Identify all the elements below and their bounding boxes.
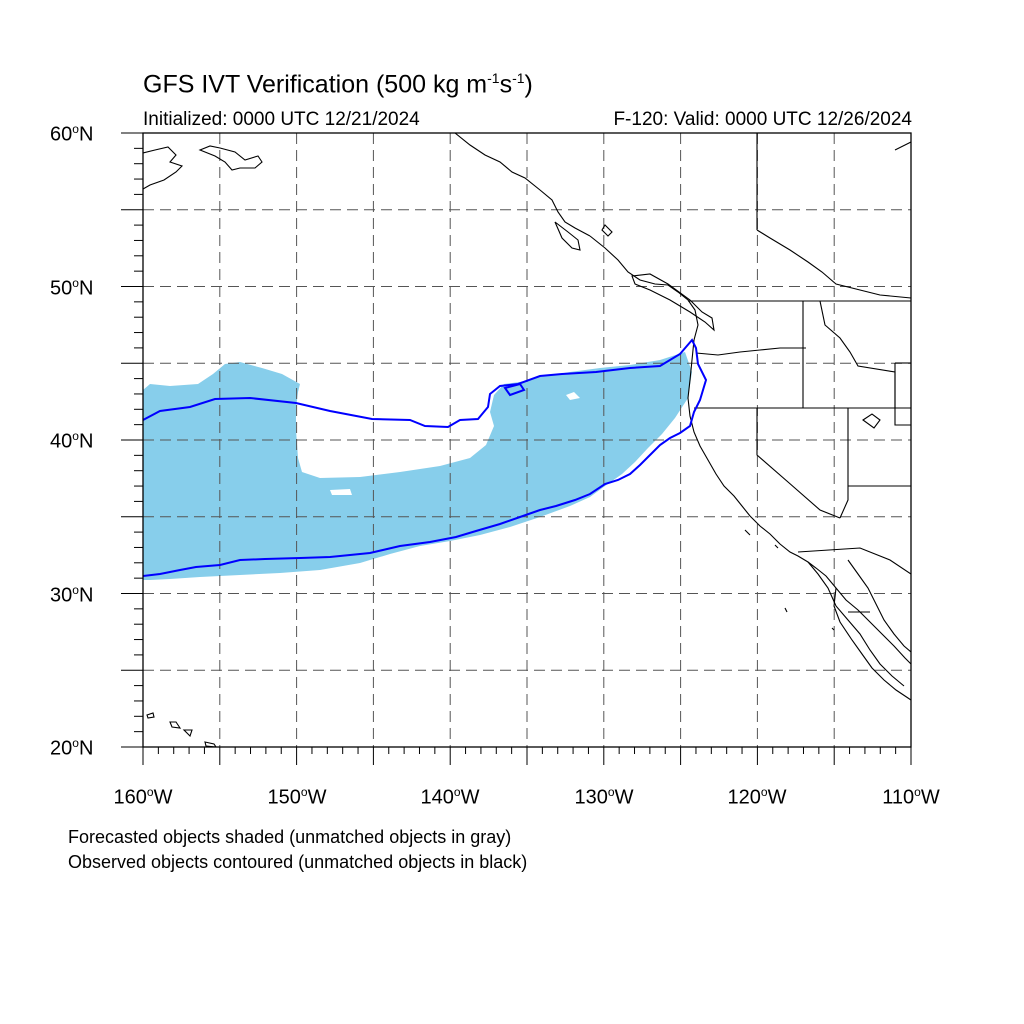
lat-label-30: 30oN: [50, 583, 94, 607]
legend-observed-note: Observed objects contoured (unmatched ob…: [68, 852, 528, 872]
lat-label-50: 50oN: [50, 276, 94, 300]
lon-label-160w: 160oW: [113, 785, 173, 809]
lon-label-140w: 140oW: [420, 785, 480, 809]
lon-label-130w: 130oW: [574, 785, 634, 809]
observed-ivt-contour: [143, 338, 708, 577]
lon-label-110w: 110oW: [882, 785, 940, 809]
forecast-ivt-object: [143, 352, 692, 580]
legend-forecast-note: Forecasted objects shaded (unmatched obj…: [68, 827, 512, 847]
map-title: GFS IVT Verification (500 kg m-1s-1): [143, 70, 533, 99]
valid-time: F-120: Valid: 0000 UTC 12/26/2024: [613, 109, 912, 130]
coastline-layer: [143, 133, 911, 747]
lat-label-20: 20oN: [50, 736, 94, 760]
lat-label-60: 60oN: [50, 122, 94, 146]
lon-label-120w: 120oW: [727, 785, 787, 809]
initialized-time: Initialized: 0000 UTC 12/21/2024: [143, 109, 420, 130]
lat-label-40: 40oN: [50, 429, 94, 453]
lon-label-150w: 150oW: [267, 785, 327, 809]
